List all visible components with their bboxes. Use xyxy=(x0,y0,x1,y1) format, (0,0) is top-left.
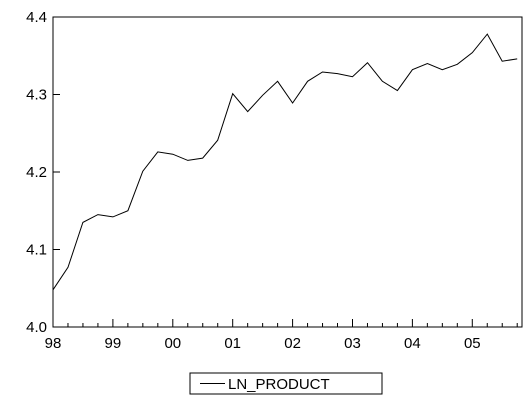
y-tick-label: 4.0 xyxy=(26,319,47,336)
legend-box xyxy=(189,372,383,395)
x-tick-label: 99 xyxy=(105,335,122,352)
y-tick-label: 4.4 xyxy=(26,9,47,26)
x-tick-label: 04 xyxy=(404,335,421,352)
series-line-ln-product xyxy=(52,33,518,291)
legend-label: LN_PRODUCT xyxy=(228,376,330,393)
plot-frame xyxy=(52,16,523,328)
x-tick-label: 01 xyxy=(224,335,241,352)
y-axis: 4.0 4.1 4.2 4.3 4.4 xyxy=(26,9,60,336)
x-tick-label: 03 xyxy=(344,335,361,352)
legend: LN_PRODUCT xyxy=(189,372,383,395)
y-tick-label: 4.2 xyxy=(26,164,47,181)
x-axis: 98 99 00 01 02 03 04 05 xyxy=(45,319,518,352)
x-tick-label: 00 xyxy=(164,335,181,352)
y-tick-label: 4.3 xyxy=(26,87,47,104)
y-tick-label: 4.1 xyxy=(26,242,47,259)
x-tick-label: 02 xyxy=(284,335,301,352)
x-tick-label: 05 xyxy=(464,335,481,352)
x-tick-label: 98 xyxy=(45,335,62,352)
